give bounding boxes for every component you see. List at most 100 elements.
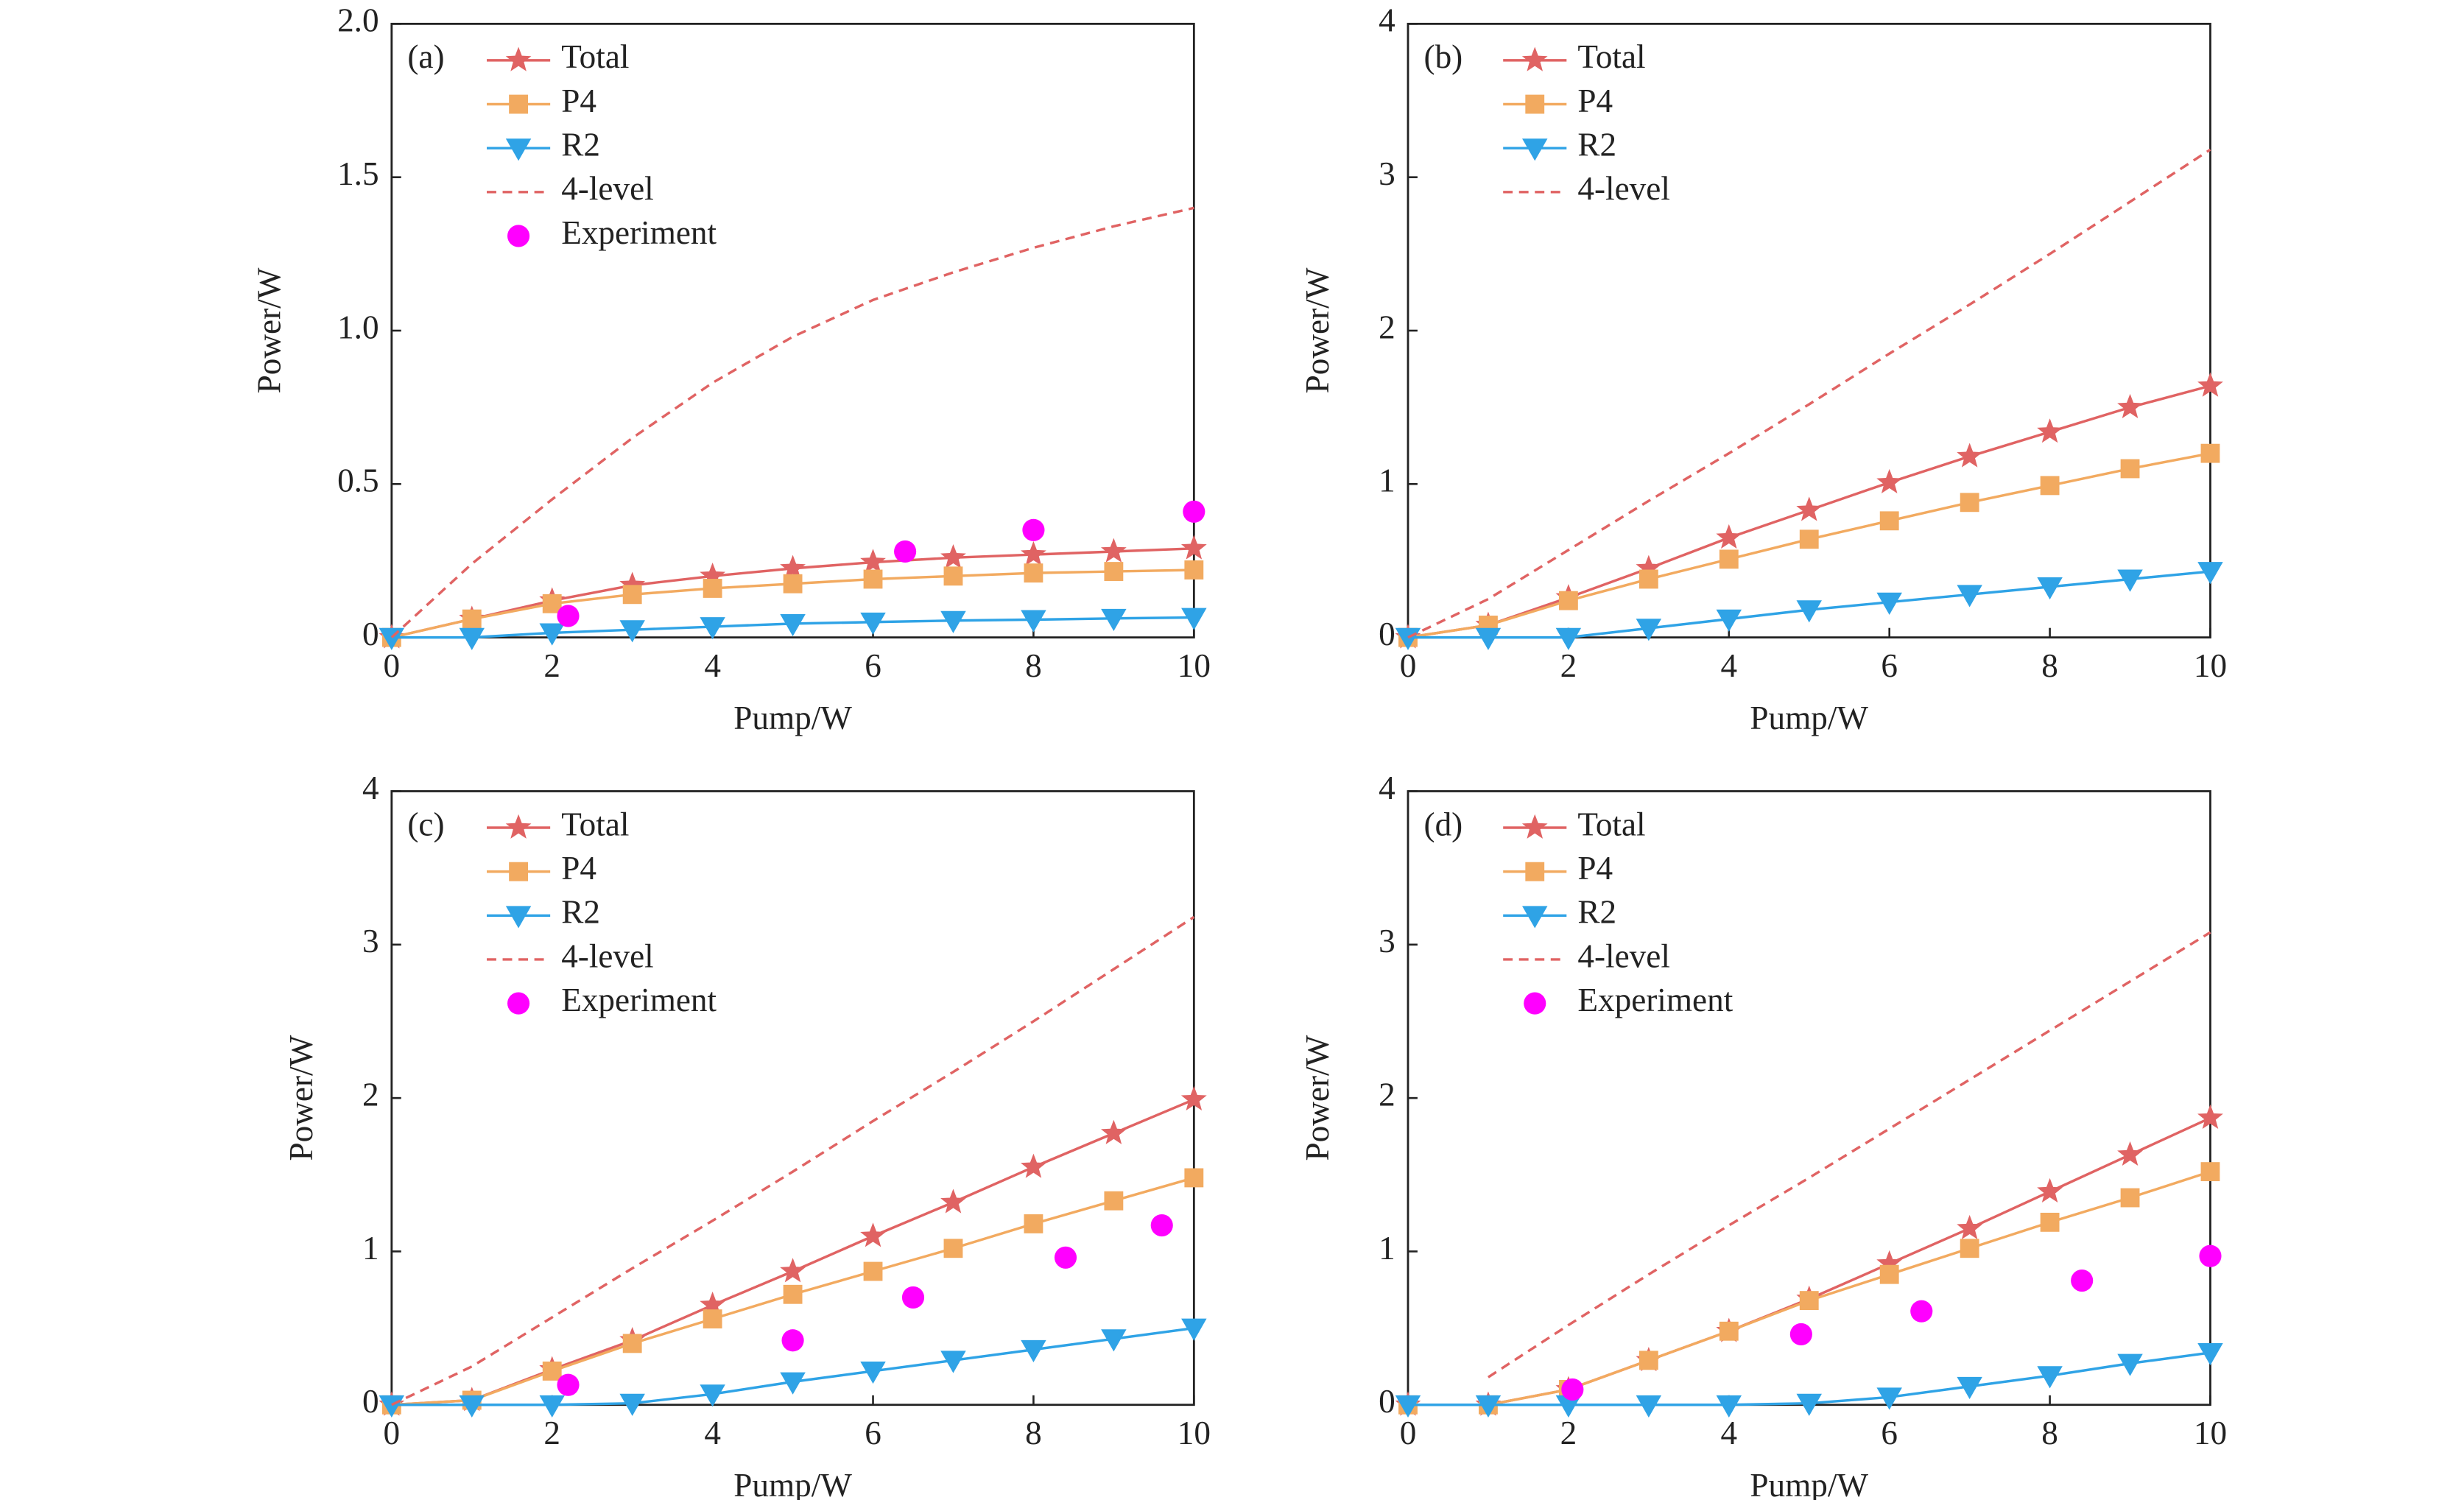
data-point <box>780 1372 806 1395</box>
data-point <box>379 627 405 650</box>
y-tick-label: 3 <box>1379 923 1395 959</box>
data-point <box>1558 591 1578 610</box>
data-point <box>539 623 565 646</box>
legend-label: R2 <box>561 127 600 163</box>
legend-label: P4 <box>1577 82 1613 119</box>
data-point <box>894 540 917 563</box>
data-point <box>863 569 883 589</box>
data-point <box>940 1189 966 1214</box>
data-point <box>2037 1177 2063 1203</box>
y-tick-label: 1 <box>362 1230 379 1267</box>
data-point <box>703 1309 722 1329</box>
x-axis-title: Pump/W <box>1750 1467 1868 1500</box>
y-tick-label: 0 <box>1379 616 1395 652</box>
y-tick-label: 0 <box>1379 1383 1395 1420</box>
legend-marker <box>505 138 532 161</box>
x-tick-label: 2 <box>1560 647 1577 684</box>
legend-label: 4-level <box>561 170 654 207</box>
data-point <box>2117 1353 2143 1376</box>
x-tick-label: 0 <box>384 647 401 684</box>
data-point <box>943 1239 963 1258</box>
data-point <box>2197 372 2223 397</box>
data-point <box>703 579 722 598</box>
x-tick-label: 2 <box>543 647 560 684</box>
x-tick-label: 6 <box>1881 1415 1898 1451</box>
data-point <box>1181 1318 1207 1341</box>
x-tick-label: 8 <box>2041 1415 2058 1451</box>
data-point <box>2037 418 2063 443</box>
panel-label: (d) <box>1424 806 1463 842</box>
y-axis-title: Power/W <box>1299 1035 1336 1161</box>
data-point <box>2200 443 2220 463</box>
y-tick-label: 0 <box>362 616 379 652</box>
data-point <box>619 571 646 596</box>
x-tick-label: 10 <box>2194 1415 2227 1451</box>
data-point <box>1876 1387 1902 1410</box>
data-point <box>1796 496 1823 521</box>
plot-frame <box>390 22 1195 639</box>
panel-label: (c) <box>407 806 444 842</box>
y-tick-label: 2.0 <box>337 2 379 39</box>
x-axis-title: Pump/W <box>733 1467 852 1500</box>
data-point <box>2120 1188 2140 1208</box>
legend-marker <box>505 46 532 71</box>
y-tick-label: 1 <box>1379 462 1395 499</box>
data-point <box>860 1222 886 1247</box>
data-point <box>2071 1269 2094 1292</box>
data-point <box>943 566 963 586</box>
data-point <box>539 1395 565 1418</box>
data-point <box>1555 1395 1582 1418</box>
data-point <box>1789 1323 1812 1345</box>
series-line <box>391 915 1195 1406</box>
legend-label: R2 <box>1577 894 1616 931</box>
data-point <box>1183 500 1205 523</box>
data-point <box>783 574 803 594</box>
legend-label: P4 <box>1577 850 1613 887</box>
data-point <box>1021 610 1046 633</box>
data-point <box>1024 563 1043 583</box>
data-point <box>860 549 886 574</box>
data-point <box>1799 1291 1819 1311</box>
data-point <box>1101 1329 1127 1352</box>
x-tick-label: 8 <box>2041 647 2058 684</box>
data-point <box>1719 549 1739 569</box>
data-point <box>1879 1264 1899 1284</box>
data-point <box>1104 1191 1124 1211</box>
legend-marker <box>507 992 530 1015</box>
x-tick-label: 2 <box>1560 1415 1577 1451</box>
series-line <box>1407 148 2211 639</box>
data-point <box>781 1329 804 1352</box>
data-point <box>1101 608 1127 632</box>
legend-label: P4 <box>561 850 596 887</box>
legend-marker <box>1522 138 1548 161</box>
legend-label: Experiment <box>561 214 717 251</box>
x-tick-label: 0 <box>384 1415 401 1451</box>
legend-marker <box>505 814 532 839</box>
y-axis-title: Power/W <box>283 1035 320 1161</box>
data-point <box>1876 1250 1903 1275</box>
legend-label: Experiment <box>1577 982 1733 1018</box>
x-tick-label: 2 <box>543 1415 560 1451</box>
data-point <box>863 1261 883 1281</box>
data-point <box>700 617 725 640</box>
data-point <box>1180 1085 1207 1110</box>
data-point <box>2037 1366 2063 1389</box>
y-tick-label: 3 <box>362 923 379 959</box>
legend-marker <box>507 225 530 247</box>
legend-marker <box>1521 814 1548 839</box>
legend-marker <box>1525 94 1545 114</box>
x-tick-label: 8 <box>1025 647 1042 684</box>
data-point <box>1957 443 1983 468</box>
data-point <box>1716 1395 1742 1418</box>
data-point <box>780 613 806 637</box>
legend-marker <box>1525 862 1545 881</box>
data-point <box>619 1393 645 1416</box>
data-point <box>700 1292 726 1317</box>
data-point <box>2040 1212 2060 1232</box>
data-point <box>2037 577 2063 600</box>
x-tick-label: 4 <box>1720 1415 1737 1451</box>
x-tick-label: 6 <box>865 1415 881 1451</box>
data-point <box>557 605 580 627</box>
data-point <box>1184 560 1204 580</box>
